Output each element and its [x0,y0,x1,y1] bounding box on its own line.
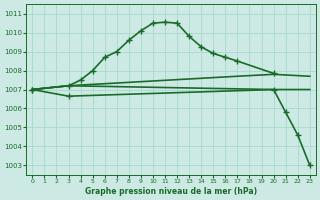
X-axis label: Graphe pression niveau de la mer (hPa): Graphe pression niveau de la mer (hPa) [85,187,257,196]
